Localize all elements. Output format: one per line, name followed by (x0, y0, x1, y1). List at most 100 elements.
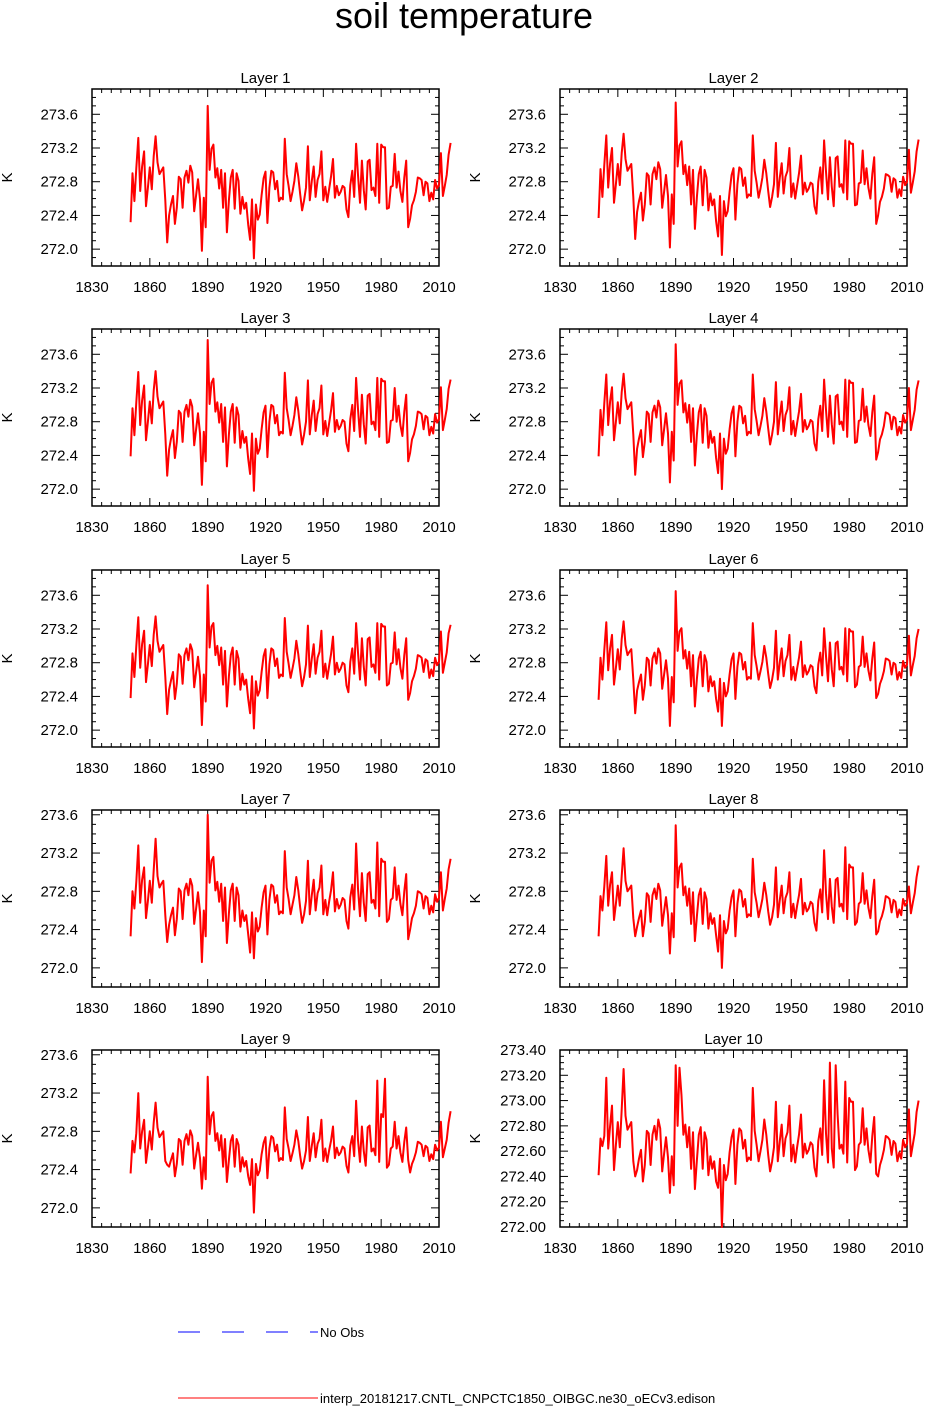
y-tick-label: 273.6 (40, 1047, 78, 1064)
y-tick-label: 272.4 (40, 207, 78, 224)
y-tick-label: 272.0 (40, 481, 78, 498)
x-tick-label: 2010 (890, 1000, 923, 1017)
y-tick-label: 272.8 (40, 174, 78, 191)
figure-title: soil temperature (335, 0, 593, 36)
x-tick-label: 1890 (191, 519, 224, 536)
y-tick-label: 272.4 (508, 922, 546, 939)
panel-title: Layer 7 (240, 791, 290, 808)
y-tick-label: 273.6 (40, 346, 78, 363)
y-tick-label: 272.0 (40, 722, 78, 739)
x-tick-label: 1830 (543, 519, 576, 536)
x-tick-label: 1890 (659, 1000, 692, 1017)
y-tick-label: 273.2 (508, 845, 546, 862)
y-tick-label: 273.2 (40, 1085, 78, 1102)
x-tick-label: 1980 (832, 760, 865, 777)
panel-title: Layer 3 (240, 310, 290, 327)
x-tick-label: 2010 (422, 1240, 455, 1257)
x-tick-label: 1950 (775, 519, 808, 536)
y-tick-label: 273.6 (508, 587, 546, 604)
x-tick-label: 1830 (543, 279, 576, 296)
x-tick-label: 2010 (422, 519, 455, 536)
series-line (129, 104, 452, 260)
y-tick-label: 273.2 (40, 845, 78, 862)
y-tick-label: 272.4 (40, 688, 78, 705)
y-tick-label: 272.0 (508, 481, 546, 498)
x-tick-label: 1830 (543, 1000, 576, 1017)
y-tick-label: 272.8 (508, 414, 546, 431)
y-tick-label: 273.2 (40, 380, 78, 397)
y-tick-label: 272.8 (508, 883, 546, 900)
x-tick-label: 1830 (75, 1000, 108, 1017)
y-tick-label: 272.4 (40, 1162, 78, 1179)
y-tick-label: 272.8 (40, 655, 78, 672)
panel-9: Layer 9 1830 1860 1890 1920 1950 1980 2010 272.0… (0, 1031, 456, 1257)
y-axis-label: K (0, 893, 16, 903)
x-tick-label: 1860 (133, 279, 166, 296)
y-tick-label: 272.80 (500, 1118, 546, 1135)
y-tick-label: 272.8 (40, 1123, 78, 1140)
y-axis-label: K (467, 172, 484, 182)
x-tick-label: 2010 (890, 1240, 923, 1257)
x-tick-label: 1890 (191, 1000, 224, 1017)
x-tick-label: 1920 (249, 279, 282, 296)
panel-title: Layer 9 (240, 1031, 290, 1048)
x-tick-label: 1860 (601, 279, 634, 296)
y-axis-label: K (0, 653, 16, 663)
x-tick-label: 1950 (307, 279, 340, 296)
y-tick-label: 272.8 (508, 174, 546, 191)
x-tick-label: 1890 (659, 519, 692, 536)
x-tick-label: 1980 (364, 1000, 397, 1017)
panel-1: Layer 1 1830 1860 1890 1920 1950 1980 2010 272.0… (0, 70, 456, 296)
x-tick-label: 1950 (775, 760, 808, 777)
x-tick-label: 1890 (659, 279, 692, 296)
y-tick-label: 272.4 (508, 447, 546, 464)
x-tick-label: 1890 (191, 760, 224, 777)
y-tick-label: 273.6 (508, 807, 546, 824)
y-tick-label: 273.20 (500, 1067, 546, 1084)
y-tick-label: 272.8 (40, 883, 78, 900)
panel-2: Layer 2 1830 1860 1890 1920 1950 1980 2010 272.0… (467, 70, 924, 296)
y-tick-label: 272.0 (508, 960, 546, 977)
series-line (129, 1075, 452, 1214)
x-tick-label: 1920 (249, 760, 282, 777)
y-tick-label: 273.2 (40, 621, 78, 638)
x-tick-label: 1860 (133, 760, 166, 777)
y-tick-label: 273.2 (40, 140, 78, 157)
panel-7: Layer 7 1830 1860 1890 1920 1950 1980 2010 272.0… (0, 791, 456, 1017)
x-tick-label: 1920 (717, 1000, 750, 1017)
x-tick-label: 1920 (717, 519, 750, 536)
y-tick-label: 272.00 (500, 1219, 546, 1236)
y-tick-label: 272.0 (508, 722, 546, 739)
y-tick-label: 272.0 (40, 241, 78, 258)
x-tick-label: 1860 (601, 1000, 634, 1017)
panel-title: Layer 2 (708, 70, 758, 87)
x-tick-label: 1980 (832, 1240, 865, 1257)
series-line (597, 824, 920, 969)
y-tick-label: 273.6 (40, 106, 78, 123)
y-tick-label: 272.20 (500, 1194, 546, 1211)
x-tick-label: 1980 (364, 1240, 397, 1257)
x-tick-label: 1830 (543, 760, 576, 777)
y-tick-label: 273.2 (508, 621, 546, 638)
x-tick-label: 1860 (601, 760, 634, 777)
series-line (597, 590, 920, 727)
x-tick-label: 1860 (133, 519, 166, 536)
y-tick-label: 273.6 (508, 106, 546, 123)
series-line (597, 343, 920, 491)
x-tick-label: 2010 (890, 519, 923, 536)
y-tick-label: 272.0 (508, 241, 546, 258)
y-tick-label: 273.6 (40, 807, 78, 824)
y-axis-label: K (0, 172, 16, 182)
x-tick-label: 1860 (133, 1240, 166, 1257)
legend: No Obs interp_20181217.CNTL_CNPCTC1850_O… (178, 1325, 715, 1406)
x-tick-label: 1980 (364, 279, 397, 296)
x-tick-label: 1890 (191, 1240, 224, 1257)
y-tick-label: 272.4 (508, 207, 546, 224)
x-tick-label: 1950 (775, 1240, 808, 1257)
panel-10: Layer 10 1830 1860 1890 1920 1950 1980 2010 272.… (467, 1031, 924, 1257)
x-tick-label: 1830 (75, 1240, 108, 1257)
y-tick-label: 272.0 (40, 1200, 78, 1217)
x-tick-label: 1920 (249, 519, 282, 536)
x-tick-label: 1890 (659, 760, 692, 777)
y-tick-label: 272.8 (40, 414, 78, 431)
